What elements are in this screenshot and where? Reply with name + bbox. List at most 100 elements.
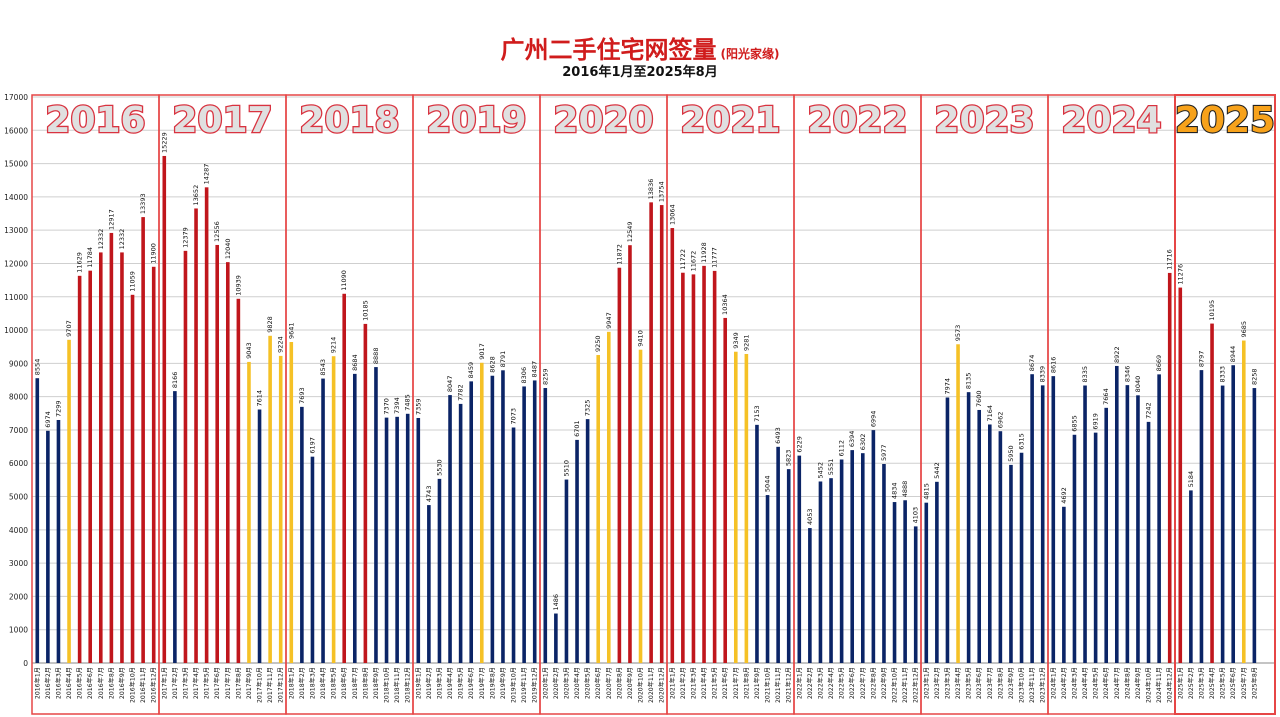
value-label: 8616 <box>1049 357 1057 374</box>
value-label: 5452 <box>816 462 824 479</box>
value-label: 8259 <box>541 368 549 385</box>
year-frame-2017 <box>158 94 287 715</box>
value-label: 4103 <box>912 507 920 524</box>
x-tick-label: 2025年3月 <box>1197 667 1205 699</box>
x-tick-label: 2016年8月 <box>107 667 115 699</box>
bar-2023年5月 <box>966 392 971 663</box>
chart-title-block: 广州二手住宅网签量 (阳光家缘) <box>0 30 1280 65</box>
bar-2023年2月 <box>935 481 939 663</box>
bar-2024年4月 <box>1083 385 1087 663</box>
value-label: 7614 <box>256 390 264 407</box>
bar-2021年9月 <box>755 424 759 663</box>
x-tick-label: 2022年3月 <box>816 667 824 699</box>
value-label: 7693 <box>298 387 306 404</box>
value-label: 7394 <box>393 397 401 414</box>
x-tick-label: 2018年1月 <box>287 667 295 699</box>
value-label: 4692 <box>1060 487 1068 504</box>
bar-2024年3月 <box>1072 434 1077 663</box>
x-tick-label: 2023年2月 <box>933 667 941 699</box>
x-tick-label: 2025年4月 <box>1208 667 1216 699</box>
x-tick-label: 2020年1月 <box>541 667 549 699</box>
x-tick-label: 2022年1月 <box>795 667 803 699</box>
y-tick-label: 7000 <box>9 426 28 435</box>
value-label: 6197 <box>308 437 316 454</box>
value-label: 8669 <box>1155 355 1163 372</box>
x-tick-label: 2017年1月 <box>160 667 168 699</box>
bar-2021年10月 <box>765 495 770 663</box>
bar-2017年2月 <box>173 391 177 663</box>
year-label-2017: 2017 <box>172 100 272 141</box>
bar-2025年6月 <box>1231 365 1236 663</box>
value-label: 11928 <box>700 242 708 263</box>
bar-2019年6月 <box>469 381 474 663</box>
value-label: 4834 <box>891 483 899 500</box>
bar-2016年9月 <box>120 252 124 664</box>
x-tick-label: 2017年7月 <box>224 667 232 699</box>
bar-2023年9月 <box>1009 464 1013 663</box>
x-tick-label: 2022年4月 <box>827 667 835 699</box>
value-label: 5950 <box>1007 445 1015 462</box>
y-tick-label: 17000 <box>4 93 28 102</box>
bar-2019年5月 <box>458 403 463 663</box>
chart-title: 广州二手住宅网签量 <box>500 36 717 64</box>
bar-2020年9月 <box>628 245 632 663</box>
bar-2019年7月 <box>479 362 484 663</box>
bar-2017年10月 <box>257 409 262 663</box>
bar-2023年4月 <box>956 344 960 663</box>
bar-2019年10月 <box>511 427 516 663</box>
x-tick-label: 2019年9月 <box>499 667 507 699</box>
bar-2020年5月 <box>585 419 590 663</box>
y-tick-label: 4000 <box>9 526 28 535</box>
bar-2016年5月 <box>77 275 82 663</box>
value-label: 9224 <box>277 336 285 353</box>
x-tick-label: 2023年5月 <box>965 667 973 699</box>
value-label: 7782 <box>457 384 465 401</box>
bar-2021年4月 <box>702 265 706 663</box>
bar-2022年2月 <box>808 528 812 663</box>
x-tick-label: 2022年6月 <box>848 667 856 699</box>
bar-2017年5月 <box>204 187 209 663</box>
bar-2021年11月 <box>776 446 780 663</box>
bar-2016年1月 <box>35 378 40 663</box>
bar-2016年3月 <box>56 419 61 663</box>
value-label: 12549 <box>626 222 634 243</box>
value-label: 12917 <box>107 209 115 230</box>
y-tick-label: 16000 <box>4 126 28 135</box>
year-label-2019: 2019 <box>426 100 526 141</box>
bar-2018年6月 <box>342 293 347 663</box>
value-label: 8543 <box>319 359 327 376</box>
x-tick-label: 2020年8月 <box>615 667 623 699</box>
x-tick-label: 2020年2月 <box>552 667 560 699</box>
value-label: 4743 <box>425 486 433 503</box>
y-tick-label: 11000 <box>4 293 28 302</box>
year-frame-2022 <box>793 94 922 715</box>
x-tick-label: 2020年7月 <box>605 667 613 699</box>
x-tick-label: 2016年7月 <box>97 667 105 699</box>
value-label: 10185 <box>361 300 369 321</box>
x-tick-label: 2018年5月 <box>330 667 338 699</box>
value-label: 5184 <box>1187 471 1195 488</box>
value-label: 4815 <box>922 483 930 500</box>
value-label: 7370 <box>383 398 391 415</box>
bar-2020年2月 <box>554 613 558 663</box>
bar-2025年4月 <box>1210 323 1214 663</box>
x-tick-label: 2025年6月 <box>1229 667 1237 699</box>
value-label: 6919 <box>1092 413 1100 430</box>
x-tick-label: 2021年12月 <box>785 667 793 703</box>
value-label: 9573 <box>954 325 962 342</box>
x-tick-label: 2019年3月 <box>435 667 443 699</box>
value-label: 7325 <box>584 400 592 417</box>
value-label: 4888 <box>901 481 909 498</box>
value-label: 8258 <box>1250 369 1258 386</box>
value-label: 12332 <box>97 229 105 250</box>
year-label-2022: 2022 <box>807 100 907 141</box>
value-label: 8487 <box>531 361 539 378</box>
bar-2017年7月 <box>225 262 230 663</box>
bar-2023年12月 <box>1040 385 1045 663</box>
value-label: 5823 <box>785 450 793 467</box>
y-tick-label: 15000 <box>4 160 28 169</box>
x-tick-label: 2021年2月 <box>679 667 687 699</box>
value-label: 13064 <box>668 204 676 225</box>
bar-2016年6月 <box>88 270 93 663</box>
value-label: 6994 <box>869 411 877 428</box>
